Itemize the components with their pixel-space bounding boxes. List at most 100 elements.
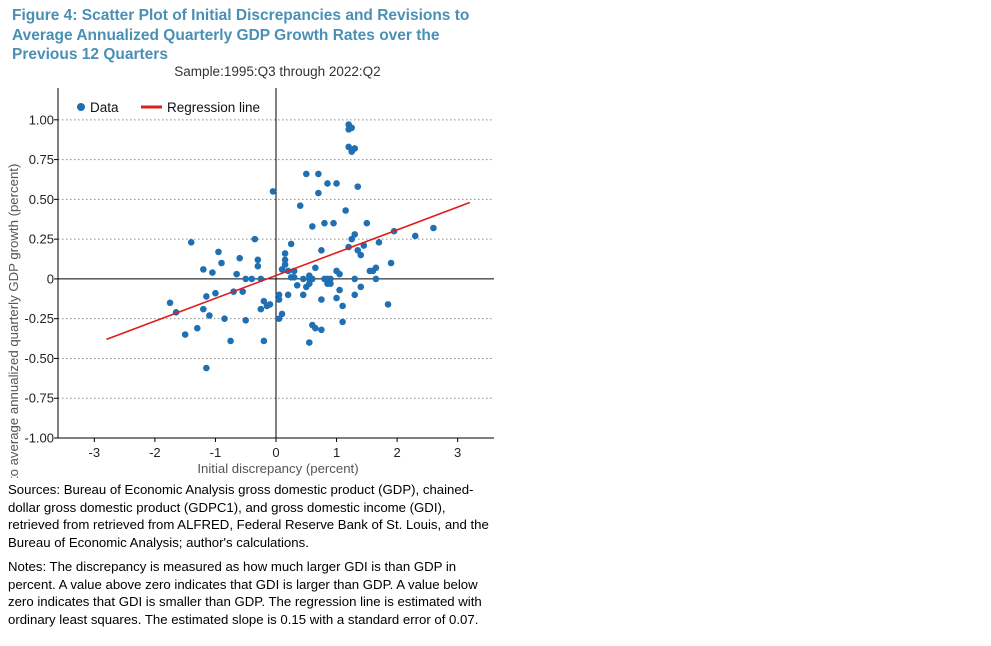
data-point (318, 326, 325, 334)
data-point (342, 207, 349, 214)
data-point (281, 250, 289, 257)
sources-note: Sources: Bureau of Economic Analysis gro… (8, 482, 489, 550)
data-point (351, 291, 359, 299)
data-point (275, 291, 283, 299)
data-point (345, 143, 352, 151)
data-point (387, 259, 395, 267)
data-point (312, 264, 319, 272)
regression-line-group (106, 201, 471, 341)
data-point (357, 283, 365, 291)
data-point (266, 301, 274, 308)
data-point (287, 274, 295, 281)
data-point (221, 315, 228, 322)
data-point (318, 296, 325, 303)
notes-text: Notes: The discrepancy is measured as ho… (8, 559, 482, 627)
data-point (203, 293, 210, 300)
data-point (309, 275, 316, 283)
chart-subtitle: Sample:1995:Q3 through 2022:Q2 (174, 64, 381, 79)
data-point (187, 239, 195, 246)
data-point (239, 288, 246, 295)
regression-line (106, 201, 471, 341)
data-point (333, 294, 340, 302)
data-point (206, 312, 213, 319)
data-point (166, 299, 174, 307)
data-point (284, 291, 292, 299)
data-point (299, 291, 307, 299)
data-point (354, 246, 362, 254)
y-tick-label: -0.25 (24, 311, 54, 326)
data-point (254, 256, 262, 264)
tick-labels: 1.00 0.75 0.50 0.25 0 -0.25 -0.50 -0.75 -1.00 -3 -… (24, 112, 461, 460)
data-point (384, 301, 392, 308)
data-point (200, 266, 207, 273)
data-point (315, 170, 322, 178)
data-point (306, 339, 313, 346)
data-point (318, 246, 325, 254)
data-point (336, 286, 343, 294)
data-point (218, 259, 225, 267)
data-point (372, 264, 380, 272)
data-point (330, 219, 337, 227)
x-tick-label: 1 (333, 445, 340, 460)
x-tick-label: 3 (454, 445, 461, 460)
data-point (321, 219, 328, 227)
data-point (351, 145, 359, 152)
data-point (242, 275, 250, 283)
gridlines (58, 119, 494, 399)
data-point (299, 275, 307, 283)
data-point (278, 266, 286, 273)
data-point (315, 189, 322, 197)
data-points (166, 121, 437, 372)
x-tick-label: -2 (149, 445, 161, 460)
data-point (203, 364, 210, 372)
data-point (351, 275, 359, 283)
figure-title: Figure 4: Scatter Plot of Initial Discre… (12, 7, 470, 63)
data-point (260, 297, 268, 305)
data-point (351, 231, 359, 238)
data-point (324, 180, 331, 187)
legend-regression-label: Regression line (167, 100, 260, 115)
data-point (281, 256, 289, 264)
data-point (215, 248, 222, 256)
legend-data-label: Data (90, 100, 119, 115)
data-point (227, 337, 234, 345)
data-point (260, 337, 268, 345)
data-point (209, 269, 216, 276)
y-tick-label: 0.50 (29, 192, 54, 207)
data-point (430, 224, 437, 232)
y-tick-label: 0.25 (29, 232, 54, 247)
data-point (306, 280, 313, 287)
data-point (242, 316, 250, 324)
data-point (309, 223, 316, 230)
data-point (275, 315, 283, 322)
data-point (357, 251, 365, 259)
data-point (348, 235, 355, 243)
y-tick-label: 1.00 (29, 112, 54, 127)
data-point (339, 318, 346, 326)
y-tick-label: -0.75 (24, 391, 54, 406)
data-point (181, 331, 189, 338)
x-axis-label: Initial discrepancy (percent) (197, 461, 358, 476)
x-tick-label: 2 (393, 445, 400, 460)
data-point (275, 296, 283, 303)
data-point (212, 289, 219, 297)
scatter-chart: 1.00 0.75 0.50 0.25 0 -0.25 -0.50 -0.75 -1.00 -3 -… (6, 88, 494, 478)
legend: Data Regression line (77, 100, 260, 115)
x-tick-label: -3 (89, 445, 101, 460)
y-axis-label: Revision to average annualized quarterly… (6, 164, 21, 478)
data-point (254, 262, 262, 270)
y-tick-label: -1.00 (24, 431, 54, 446)
data-point (348, 124, 355, 132)
data-point (278, 310, 286, 318)
x-tick-label: 0 (272, 445, 279, 460)
data-point (233, 270, 240, 278)
data-point (339, 302, 346, 310)
data-point (193, 324, 201, 332)
x-tick-label: -1 (210, 445, 222, 460)
data-point (372, 275, 380, 283)
data-point (327, 280, 334, 287)
axes (54, 88, 494, 442)
data-point (333, 180, 340, 187)
y-tick-label: 0 (47, 271, 54, 286)
data-point (363, 219, 371, 227)
